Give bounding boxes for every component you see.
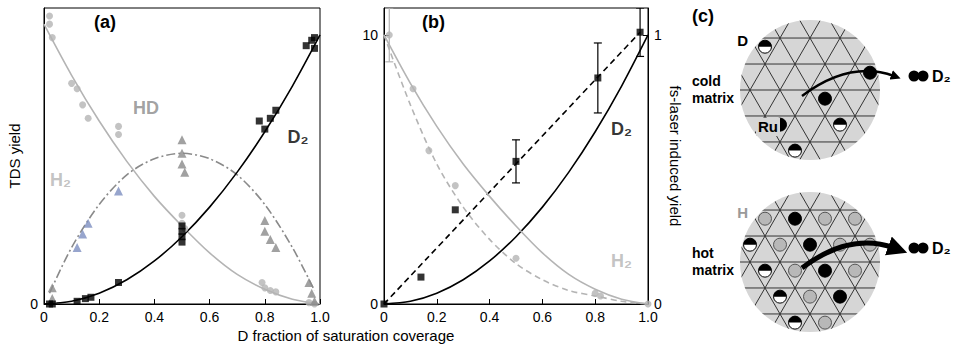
svg-text:0: 0 (40, 309, 48, 325)
svg-text:1.0: 1.0 (310, 309, 330, 325)
svg-text:cold: cold (692, 73, 721, 89)
svg-text:(c): (c) (692, 6, 714, 26)
svg-text:D₂: D₂ (611, 119, 632, 139)
svg-text:D: D (737, 32, 748, 49)
svg-text:0.8: 0.8 (585, 309, 605, 325)
svg-text:0.6: 0.6 (200, 309, 220, 325)
svg-text:HD: HD (133, 98, 159, 118)
svg-text:0.6: 0.6 (533, 309, 553, 325)
svg-text:(b): (b) (422, 12, 445, 32)
svg-text:hot: hot (692, 245, 714, 261)
svg-text:H₂: H₂ (611, 251, 632, 271)
svg-text:Ru: Ru (758, 118, 778, 135)
svg-text:matrix: matrix (692, 90, 734, 106)
svg-text:1: 1 (654, 27, 662, 43)
svg-text:D₂: D₂ (932, 240, 951, 257)
svg-text:TDS yield: TDS yield (6, 123, 23, 188)
svg-text:D₂: D₂ (287, 127, 308, 147)
svg-text:0.2: 0.2 (89, 309, 109, 325)
svg-text:0: 0 (654, 296, 662, 312)
svg-text:H: H (737, 204, 748, 221)
svg-text:(a): (a) (94, 12, 116, 32)
svg-text:0.8: 0.8 (255, 309, 275, 325)
svg-text:H₂: H₂ (50, 170, 71, 190)
svg-text:10: 10 (362, 27, 378, 43)
svg-text:D fraction of saturation cover: D fraction of saturation coverage (238, 327, 455, 344)
svg-text:D₂: D₂ (932, 68, 951, 85)
svg-text:0: 0 (30, 296, 38, 312)
svg-text:fs-laser induced yield: fs-laser induced yield (667, 86, 684, 227)
svg-text:0: 0 (380, 309, 388, 325)
svg-text:0.4: 0.4 (480, 309, 500, 325)
svg-text:0: 0 (370, 296, 378, 312)
svg-text:0.4: 0.4 (145, 309, 165, 325)
svg-text:1.0: 1.0 (638, 309, 658, 325)
svg-text:0.2: 0.2 (427, 309, 447, 325)
svg-text:matrix: matrix (692, 262, 734, 278)
